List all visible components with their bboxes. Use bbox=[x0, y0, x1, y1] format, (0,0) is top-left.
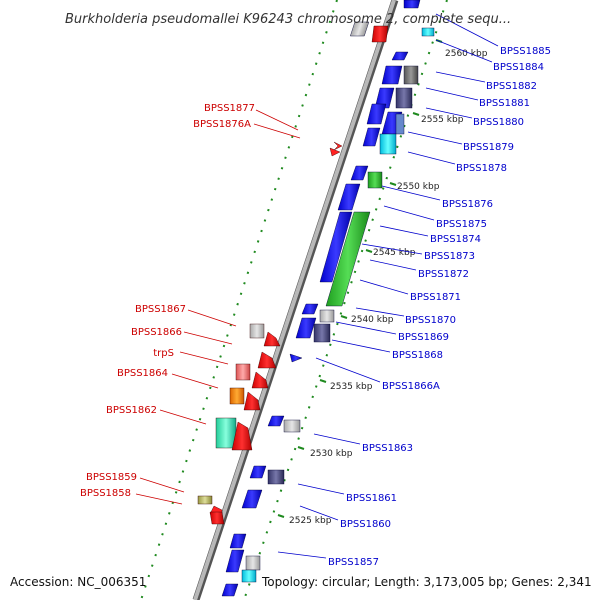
gene-label[interactable]: BPSS1868 bbox=[392, 350, 443, 361]
gene-arrow bbox=[319, 211, 353, 283]
gene-label[interactable]: BPSS1857 bbox=[328, 557, 379, 568]
gene-label[interactable]: BPSS1861 bbox=[346, 493, 397, 504]
gene-label[interactable]: BPSS1878 bbox=[456, 163, 507, 174]
right-gene-labels: BPSS1885 BPSS1884 BPSS1882 BPSS1881 BPSS… bbox=[328, 46, 551, 568]
gene-label[interactable]: BPSS1863 bbox=[362, 443, 413, 454]
gene-block bbox=[245, 555, 261, 571]
gene-block bbox=[395, 87, 413, 109]
gene-arrow bbox=[403, 0, 421, 9]
gene-label[interactable]: BPSS1860 bbox=[340, 519, 391, 530]
gene-block bbox=[229, 387, 245, 405]
gene-arrow bbox=[243, 391, 261, 411]
gene-label[interactable]: trpS bbox=[153, 348, 174, 359]
topology-text: Topology: circular; Length: 3,173,005 bp… bbox=[261, 575, 592, 589]
left-leader-lines bbox=[135, 109, 301, 505]
gene-arrow bbox=[263, 331, 281, 347]
gene-label[interactable]: BPSS1871 bbox=[410, 292, 461, 303]
gene-label[interactable]: BPSS1873 bbox=[424, 251, 475, 262]
gene-block bbox=[421, 27, 435, 37]
backbone bbox=[193, 0, 396, 600]
gene-arrow bbox=[231, 421, 253, 451]
outer-left-track bbox=[140, 0, 338, 600]
scale-label: 2545 kbp bbox=[373, 248, 416, 258]
gene-arrow bbox=[362, 127, 381, 147]
scale-labels: 2560 kbp 2555 kbp 2550 kbp 2545 kbp 2540… bbox=[289, 49, 488, 526]
gene-block bbox=[403, 65, 419, 85]
gene-arrow bbox=[391, 51, 409, 61]
gene-block bbox=[249, 323, 265, 339]
gene-arrow bbox=[325, 211, 371, 307]
gene-label[interactable]: BPSS1885 bbox=[500, 46, 551, 57]
gene-arrow bbox=[249, 465, 267, 479]
gene-block bbox=[283, 419, 301, 433]
gene-arrow bbox=[366, 103, 387, 125]
map-title: Burkholderia pseudomallei K96243 chromos… bbox=[65, 12, 511, 27]
gene-label[interactable]: BPSS1884 bbox=[493, 62, 544, 73]
gene-arrow bbox=[374, 87, 395, 109]
left-gene-labels: BPSS1877 BPSS1876A BPSS1867 BPSS1866 trp… bbox=[80, 103, 255, 499]
gene-arrow bbox=[257, 351, 277, 369]
gene-label[interactable]: BPSS1872 bbox=[418, 269, 469, 280]
gene-label[interactable]: BPSS1864 bbox=[117, 368, 168, 379]
accession-text: Accession: NC_006351 bbox=[10, 575, 146, 589]
scale-label: 2525 kbp bbox=[289, 516, 332, 526]
gene-block bbox=[235, 363, 251, 381]
gene-label[interactable]: BPSS1877 bbox=[204, 103, 255, 114]
gene-label[interactable]: BPSS1875 bbox=[436, 219, 487, 230]
gene-label[interactable]: BPSS1862 bbox=[106, 405, 157, 416]
gene-arrow bbox=[221, 583, 239, 597]
gene-arrow bbox=[289, 353, 303, 363]
gene-arrow bbox=[295, 317, 317, 339]
gene-block bbox=[313, 323, 331, 343]
gene-label[interactable]: BPSS1866A bbox=[382, 381, 440, 392]
scale-label: 2555 kbp bbox=[421, 115, 464, 125]
gene-arrow bbox=[225, 549, 245, 573]
gene-block bbox=[197, 495, 213, 505]
gene-arrow bbox=[333, 141, 343, 151]
scale-label: 2530 kbp bbox=[310, 449, 353, 459]
gene-label[interactable]: BPSS1882 bbox=[486, 81, 537, 92]
gene-block bbox=[350, 21, 370, 37]
reverse-genes bbox=[197, 25, 389, 525]
gene-block bbox=[367, 171, 383, 189]
gene-block bbox=[395, 113, 405, 135]
gene-block bbox=[215, 417, 237, 449]
gene-arrow bbox=[241, 489, 263, 509]
gene-arrow bbox=[301, 303, 319, 315]
gene-label[interactable]: BPSS1869 bbox=[398, 332, 449, 343]
forward-genes bbox=[221, 0, 435, 597]
gene-block bbox=[319, 309, 335, 323]
gene-arrow bbox=[371, 25, 389, 43]
gene-label[interactable]: BPSS1881 bbox=[479, 98, 530, 109]
gene-block bbox=[379, 133, 397, 155]
right-leader-lines bbox=[277, 13, 499, 559]
scale-label: 2535 kbp bbox=[330, 382, 373, 392]
gene-label[interactable]: BPSS1870 bbox=[405, 315, 456, 326]
gene-block bbox=[267, 469, 285, 485]
gene-arrow bbox=[350, 165, 369, 181]
gene-arrow bbox=[329, 147, 341, 157]
scale-label: 2540 kbp bbox=[351, 315, 394, 325]
gene-label[interactable]: BPSS1866 bbox=[131, 327, 182, 338]
scale-label: 2550 kbp bbox=[397, 182, 440, 192]
gene-arrow bbox=[251, 371, 269, 389]
scale-label: 2560 kbp bbox=[445, 49, 488, 59]
gene-label[interactable]: BPSS1876A bbox=[193, 119, 251, 130]
gene-arrow bbox=[229, 533, 247, 549]
gene-label[interactable]: BPSS1858 bbox=[80, 488, 131, 499]
gene-arrow bbox=[267, 415, 285, 427]
gene-label[interactable]: BPSS1859 bbox=[86, 472, 137, 483]
gene-block bbox=[241, 569, 257, 583]
gene-arrow bbox=[209, 511, 225, 525]
gene-label[interactable]: BPSS1874 bbox=[430, 234, 481, 245]
gene-label[interactable]: BPSS1876 bbox=[442, 199, 493, 210]
gene-arrow bbox=[337, 183, 361, 211]
gene-label[interactable]: BPSS1879 bbox=[463, 142, 514, 153]
gene-arrow bbox=[381, 65, 403, 85]
gene-label[interactable]: BPSS1867 bbox=[135, 304, 186, 315]
gene-label[interactable]: BPSS1880 bbox=[473, 117, 524, 128]
